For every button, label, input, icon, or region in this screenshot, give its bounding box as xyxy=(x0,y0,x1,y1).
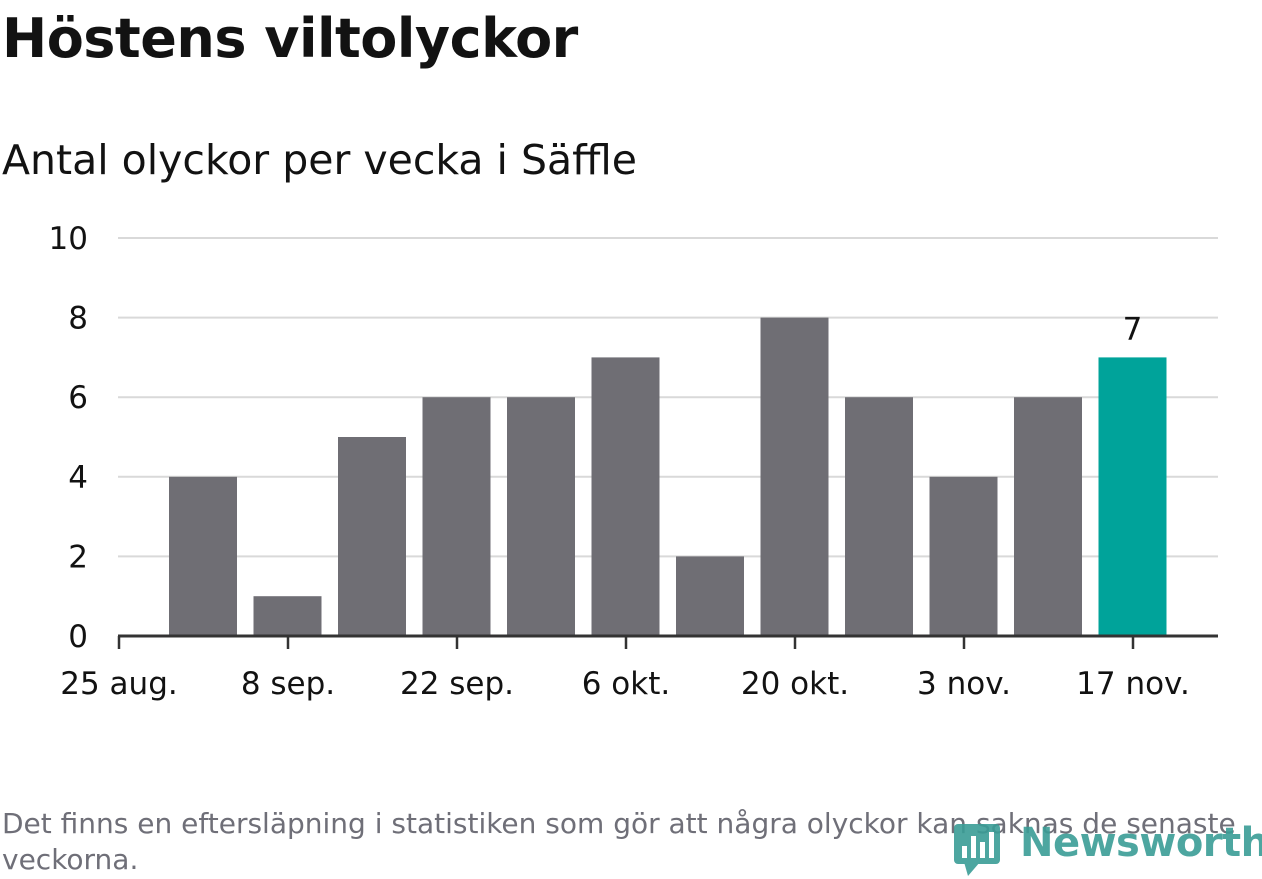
data-label: 7 xyxy=(1123,311,1143,347)
x-tick-label-2: 8 sep. xyxy=(241,666,335,702)
y-tick-label-10: 10 xyxy=(49,221,88,257)
newsworthy-logo-icon xyxy=(954,824,1000,876)
bar-5 xyxy=(507,397,575,636)
bar-12 xyxy=(1098,357,1167,636)
chart-title: Höstens viltolyckor xyxy=(2,7,578,70)
newsworthy-logo: Newsworthy xyxy=(950,818,1262,878)
x-tick-label-3: 22 sep. xyxy=(400,666,514,702)
bar-7 xyxy=(676,556,744,636)
bar-4 xyxy=(422,397,491,636)
x-tick-label-1: 25 aug. xyxy=(60,666,177,702)
bar-8 xyxy=(760,317,829,636)
y-tick-label-8: 8 xyxy=(68,301,88,337)
x-tick-label-5: 20 okt. xyxy=(741,666,849,702)
bar-10 xyxy=(929,476,998,636)
footnote: Det finns en eftersläpning i statistiken… xyxy=(2,807,1236,876)
bar-11 xyxy=(1014,397,1082,636)
bar-6 xyxy=(591,357,660,636)
x-tick-label-4: 6 okt. xyxy=(582,666,671,702)
x-tick-label-7: 17 nov. xyxy=(1076,666,1190,702)
y-tick-label-0: 0 xyxy=(68,619,88,655)
x-tick-label-6: 3 nov. xyxy=(917,666,1011,702)
bar-9 xyxy=(845,397,913,636)
bar-2 xyxy=(253,596,322,636)
y-tick-label-4: 4 xyxy=(68,460,88,496)
newsworthy-logo-text: Newsworthy xyxy=(1020,820,1262,866)
y-tick-label-6: 6 xyxy=(68,380,88,416)
chart-subtitle: Antal olyckor per vecka i Säffle xyxy=(2,136,637,184)
bar-3 xyxy=(338,437,406,636)
bar-1 xyxy=(169,476,237,636)
y-tick-label-2: 2 xyxy=(68,539,88,575)
